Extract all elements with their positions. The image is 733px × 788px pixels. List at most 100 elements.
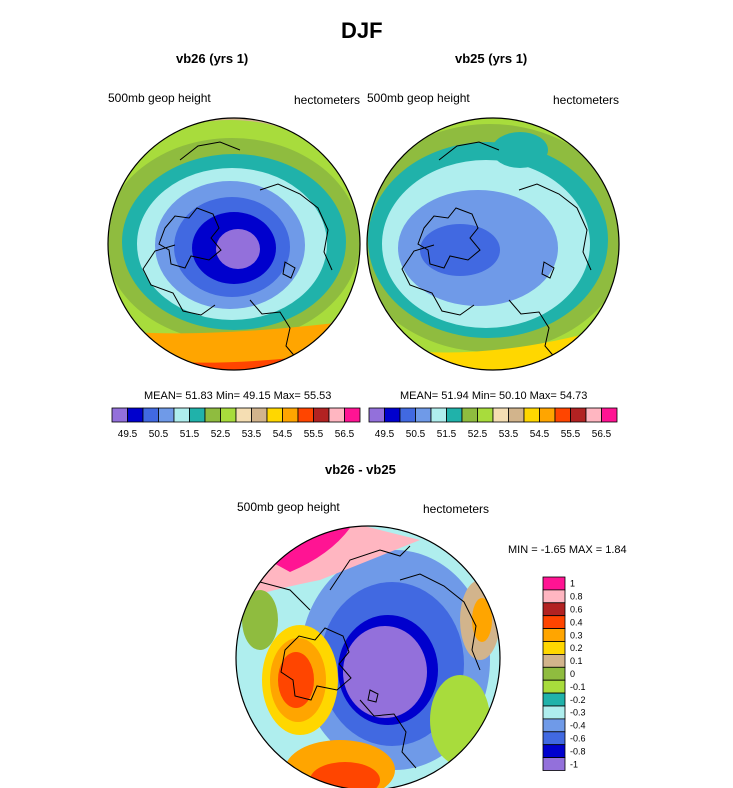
colorbar1-swatch [111, 407, 128, 423]
colorbar1-swatch [173, 407, 190, 423]
colorbar2-swatch [415, 407, 432, 423]
colorbar2-swatch [430, 407, 447, 423]
colorbar1-swatch [282, 407, 299, 423]
panel2-right-label: hectometers [553, 93, 620, 107]
panel3-title: vb26 - vb25 [325, 462, 396, 477]
panel2-stats: MEAN= 51.94 Min= 50.10 Max= 54.73 [400, 390, 588, 402]
coastlines-2 [401, 141, 592, 361]
colorbar1-tick: 54.5 [273, 429, 293, 440]
colorbar1-swatch [313, 407, 330, 423]
panel3-left-label: 500mb geop height [237, 500, 340, 514]
colorbar3-swatch [542, 602, 566, 617]
panel1-left-label: 500mb geop height [108, 91, 211, 105]
colorbar2-tick: 56.5 [592, 429, 612, 440]
colorbar3-tick: 0.2 [570, 643, 583, 653]
colorbar1-swatch [328, 407, 345, 423]
colorbar3-swatch [542, 692, 566, 707]
panel1-stats: MEAN= 51.83 Min= 49.15 Max= 55.53 [144, 390, 332, 402]
colorbar3-tick: -1 [570, 759, 578, 769]
colorbar3-tick: 1 [570, 579, 575, 589]
colorbar2-swatch [461, 407, 478, 423]
colorbar1-swatch [235, 407, 252, 423]
colorbar2-swatch [492, 407, 509, 423]
colorbar3-tick: 0.6 [570, 604, 583, 614]
colorbar3-tick: 0.8 [570, 592, 583, 602]
panel3-right-label: hectometers [423, 502, 490, 516]
colorbar2-swatch [508, 407, 525, 423]
colorbar3-swatch [542, 679, 566, 694]
colorbar1-tick: 51.5 [180, 429, 200, 440]
page-title: DJF [341, 18, 383, 43]
colorbar2-tick: 50.5 [406, 429, 426, 440]
colorbar1-tick: 52.5 [211, 429, 231, 440]
colorbar1-swatch [220, 407, 237, 423]
colorbar1-tick: 49.5 [118, 429, 138, 440]
panel1-title: vb26 (yrs 1) [176, 51, 249, 66]
colorbar2-swatch [384, 407, 401, 423]
map-vb26 [108, 118, 360, 370]
colorbar3-swatch [542, 666, 566, 681]
colorbar2-swatch [570, 407, 587, 423]
colorbar1-swatch [142, 407, 159, 423]
colorbar3-swatch [542, 654, 566, 668]
map-diff [236, 526, 500, 788]
colorbar2-swatch [585, 407, 602, 423]
field-49.5 [216, 229, 260, 269]
colorbar2-swatch [539, 407, 556, 423]
colorbar1-tick: 55.5 [304, 429, 324, 440]
colorbar3-tick: -0.8 [570, 746, 586, 756]
colorbar3-swatch [542, 757, 566, 771]
colorbar3-swatch [542, 589, 566, 604]
colorbar3-swatch [542, 641, 566, 655]
colorbar3-swatch [542, 615, 566, 630]
colorbar2-swatch [523, 407, 540, 423]
colorbar3-swatch [542, 718, 566, 733]
colorbar3-tick: -0.6 [570, 733, 586, 743]
colorbar3-swatch [542, 744, 566, 759]
colorbar3-swatch [542, 576, 566, 591]
colorbar2-swatch [601, 407, 618, 423]
colorbar1-tick: 56.5 [335, 429, 355, 440]
map2-border [366, 117, 620, 371]
coastlines-1 [142, 141, 333, 361]
colorbar2-swatch [446, 407, 463, 423]
colorbar3-tick: 0.1 [570, 656, 583, 666]
colorbar2-swatch [477, 407, 494, 423]
colorbar3-swatch [542, 628, 566, 642]
colorbar2-swatch [399, 407, 416, 423]
panel3-stats: MIN = -1.65 MAX = 1.84 [508, 544, 627, 556]
colorbar2-swatch [368, 407, 385, 423]
colorbar3-swatch [542, 705, 566, 720]
colorbar2-tick: 51.5 [437, 429, 457, 440]
colorbar3-tick: -0.2 [570, 695, 586, 705]
colorbar1-swatch [204, 407, 221, 423]
colorbar2-tick: 52.5 [468, 429, 488, 440]
panel1-right-label: hectometers [294, 93, 361, 107]
colorbar3-tick: 0.4 [570, 617, 583, 627]
colorbar3-tick: -0.1 [570, 682, 586, 692]
colorbar1-swatch [127, 407, 144, 423]
colorbar1-tick: 53.5 [242, 429, 262, 440]
colorbar1-swatch [297, 407, 314, 423]
colorbar3-tick: 0.3 [570, 630, 583, 640]
colorbar2-tick: 53.5 [499, 429, 519, 440]
colorbar2-swatch [554, 407, 571, 423]
colorbar3-tick: -0.4 [570, 721, 586, 731]
colorbar2-tick: 55.5 [561, 429, 581, 440]
colorbar3-swatch [542, 731, 566, 746]
colorbar2-tick: 54.5 [530, 429, 550, 440]
colorbar1-tick: 50.5 [149, 429, 169, 440]
colorbar1-swatch [266, 407, 283, 423]
colorbar1-swatch [344, 407, 361, 423]
colorbar3-tick: 0 [570, 669, 575, 679]
colorbar3-tick: -0.3 [570, 708, 586, 718]
colorbar1-swatch [251, 407, 268, 423]
panel2-title: vb25 (yrs 1) [455, 51, 528, 66]
map-vb25 [367, 118, 619, 370]
colorbar1-swatch [189, 407, 206, 423]
map3-border [235, 525, 501, 788]
panel2-left-label: 500mb geop height [367, 91, 470, 105]
map1-border [107, 117, 361, 371]
colorbar2-tick: 49.5 [375, 429, 395, 440]
